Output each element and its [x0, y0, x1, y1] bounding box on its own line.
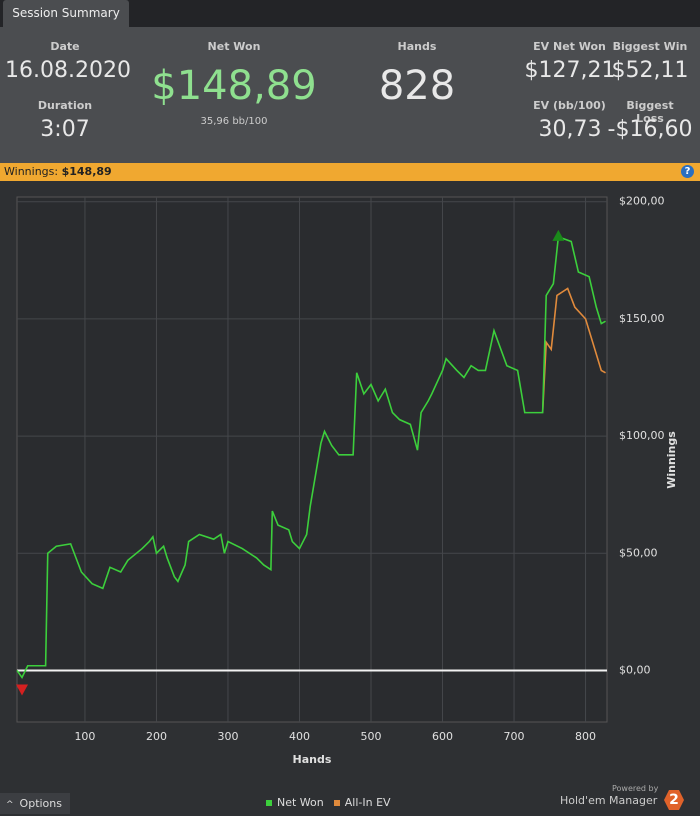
legend: Net Won All-In EV — [266, 796, 401, 809]
y-tick-label: $100,00 — [619, 429, 665, 442]
banner-value: $148,89 — [61, 165, 112, 178]
stat-value: 828 — [378, 63, 456, 109]
y-tick-label: $0,00 — [619, 663, 651, 676]
banner: Winnings: $148,89 ? — [0, 163, 700, 181]
stat-label: Biggest Loss — [626, 99, 674, 125]
x-tick-label: 400 — [289, 730, 310, 743]
series-line — [16, 235, 606, 680]
stat-label: Hands — [397, 40, 437, 53]
tab-bar: Session Summary — [0, 0, 700, 27]
stat-label: Duration — [37, 99, 93, 112]
stat-value: $52,11 — [611, 58, 689, 83]
chart: Hands Winnings 100 200 300 400 500 600 700 800 $… — [0, 181, 700, 790]
help-icon[interactable]: ? — [681, 165, 694, 178]
x-tick-label: 600 — [432, 730, 453, 743]
stat-label: EV Net Won — [533, 40, 606, 53]
plot-area — [16, 196, 608, 723]
y-tick-label: $150,00 — [619, 312, 665, 325]
options-button[interactable]: ^ Options — [0, 793, 70, 814]
legend-swatch — [266, 800, 272, 806]
stat-label: EV (bb/100) — [533, 99, 606, 112]
x-tick-label: 700 — [504, 730, 525, 743]
net-won-value: $148,89 — [151, 63, 317, 109]
x-tick-label: 200 — [146, 730, 167, 743]
stat-value: 16.08.2020 — [5, 58, 131, 83]
y-tick-label: $200,00 — [619, 195, 665, 208]
x-tick-label: 100 — [74, 730, 95, 743]
stat-label: Biggest Win — [612, 40, 688, 53]
max-marker — [552, 229, 565, 241]
stat-value: $127,21 — [524, 58, 616, 83]
x-tick-label: 300 — [217, 730, 238, 743]
stat-value: 3:07 — [40, 117, 90, 142]
legend-label: Net Won — [277, 796, 324, 809]
legend-swatch — [333, 800, 340, 806]
tab[interactable]: Session Summary — [3, 0, 129, 27]
stats-panel: Date 16.08.2020 Duration 3:07 Net Won $1… — [0, 27, 700, 163]
x-tick-label: 500 — [361, 730, 382, 743]
brand-logo: 2 — [664, 790, 684, 810]
footer: ^ Options Net Won All-In EV Powered by Hol… — [0, 784, 700, 815]
banner-label: Winnings: — [4, 165, 59, 178]
x-axis-label: Hands — [293, 753, 332, 766]
legend-item: Net Won — [266, 796, 324, 809]
stat-value: 30,73 — [538, 117, 602, 142]
options-label: Options — [19, 797, 62, 810]
stat-sub: 35,96 bb/100 — [200, 116, 268, 127]
x-tick-label: 800 — [575, 730, 596, 743]
stat-value: -$16,60 — [607, 117, 693, 142]
brand: Hold'em Manager — [560, 794, 658, 807]
y-axis-label: Winnings — [665, 431, 678, 489]
y-tick-label: $50,00 — [619, 546, 658, 559]
min-marker — [16, 684, 29, 696]
powered-by: Powered by — [612, 784, 659, 793]
stat-label: Date — [50, 40, 80, 53]
series-line — [541, 287, 606, 413]
legend-item: All-In EV — [333, 796, 391, 809]
legend-label: All-In EV — [344, 796, 391, 809]
stat-label: Net Won — [207, 40, 261, 53]
